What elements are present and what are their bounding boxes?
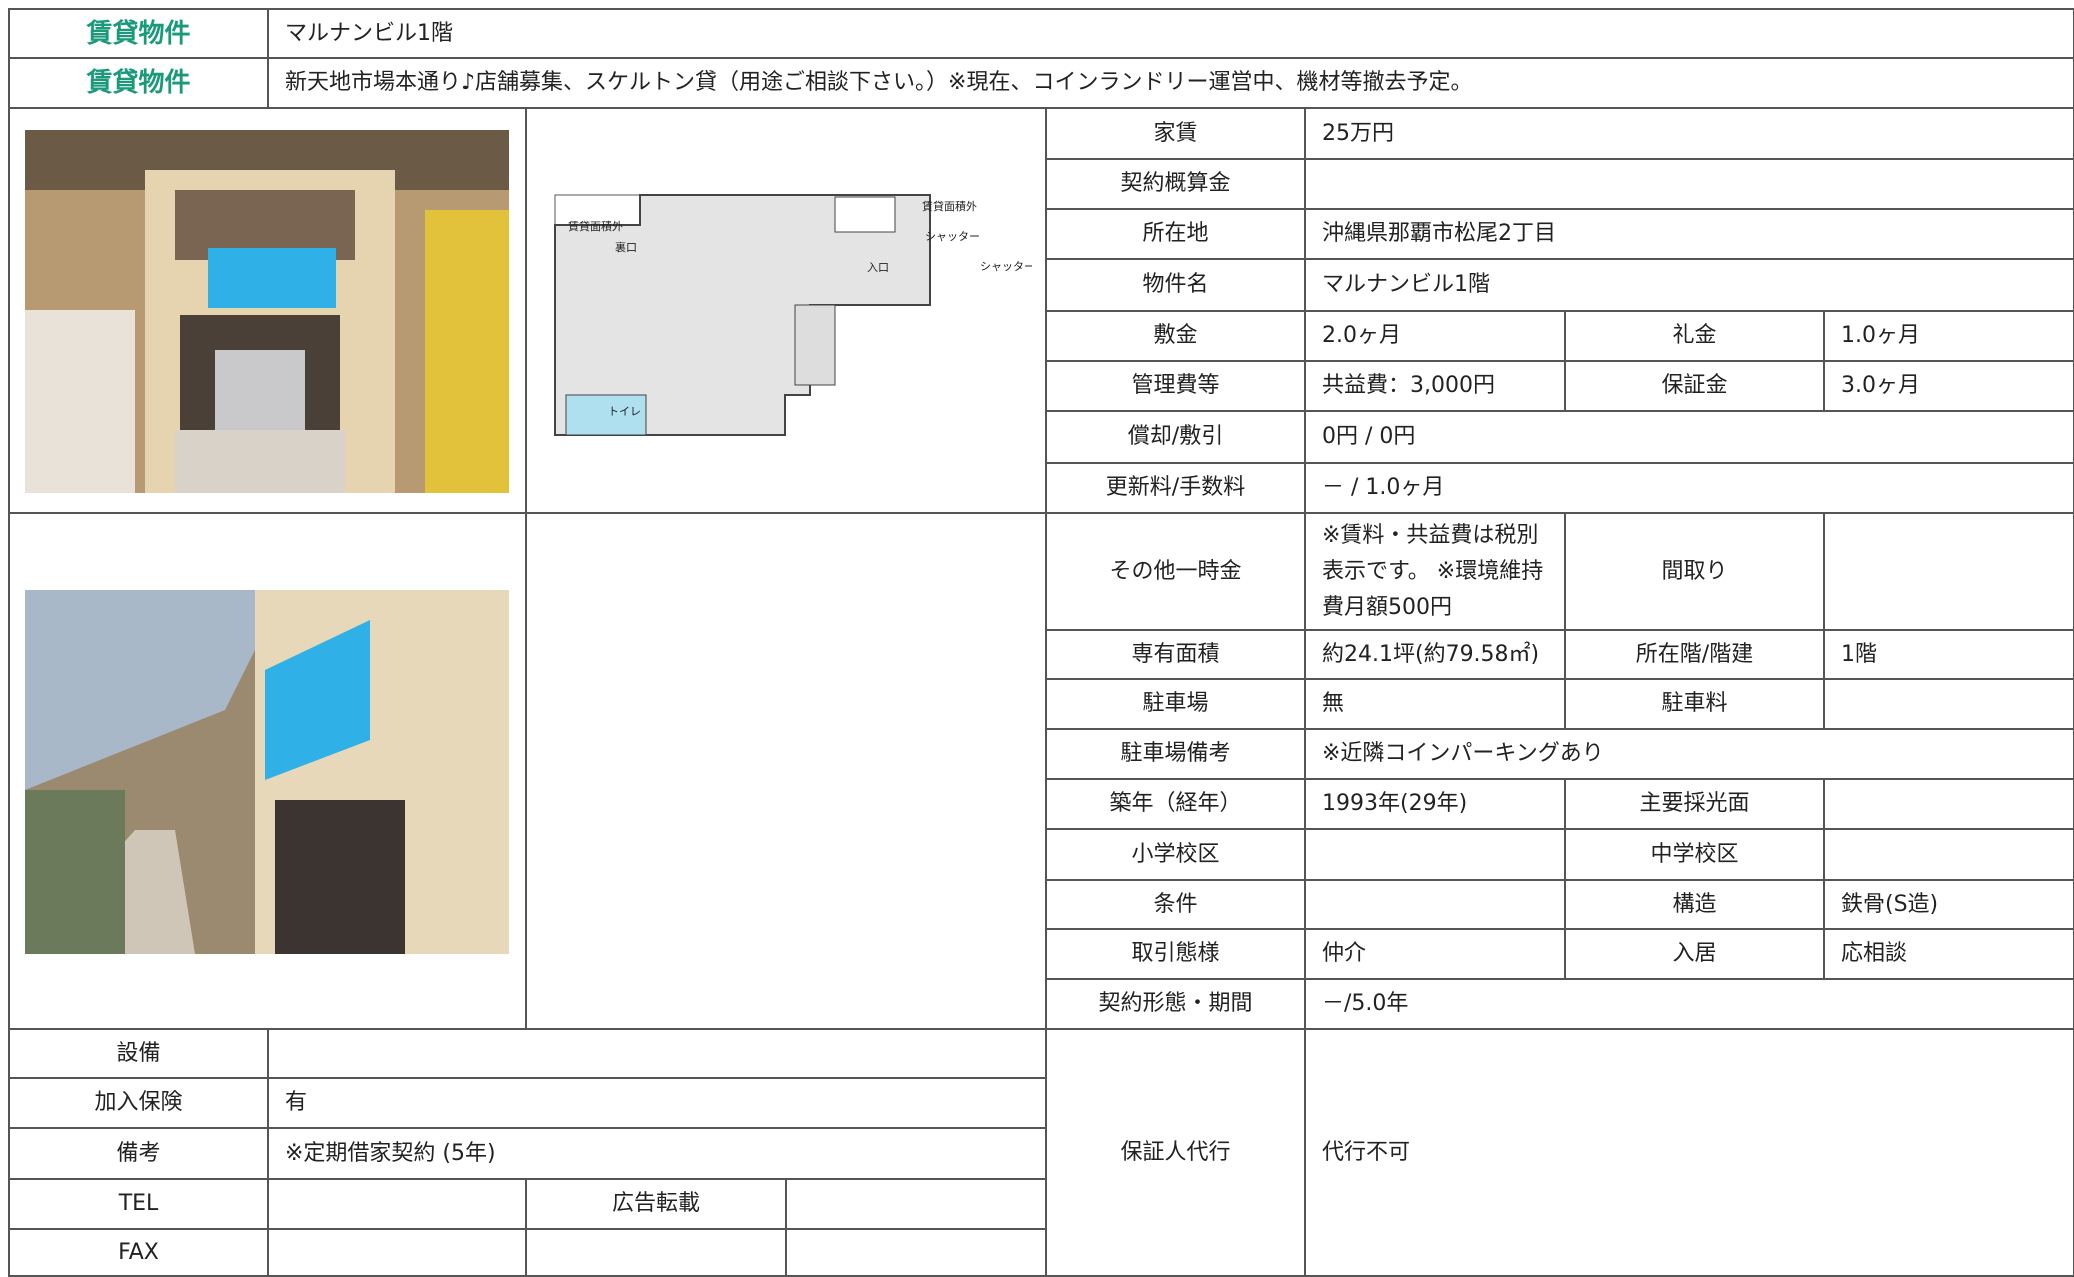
detail-value: － / 1.0ヶ月 <box>1304 462 2074 514</box>
detail-value <box>1823 778 2074 830</box>
detail-value: ※近隣コインパーキングあり <box>1304 728 2074 780</box>
plan-label: シャッター <box>925 230 980 243</box>
extra-value <box>267 1228 527 1277</box>
header-value: マルナンビル1階 <box>267 8 2074 59</box>
detail-value <box>1304 158 2074 210</box>
extra-label: 備考 <box>8 1127 269 1180</box>
plan-label: 賃貸面積外 <box>922 199 977 213</box>
detail-label: 取引態様 <box>1045 928 1306 980</box>
floor-plan: 賃貸面積外 裏口 入口 賃貸面積外 シャッター シャッター トイレ <box>554 194 1032 436</box>
detail-label: 保証金 <box>1564 360 1825 412</box>
detail-label: 更新料/手数料 <box>1045 462 1306 514</box>
detail-label: 小学校区 <box>1045 828 1306 881</box>
detail-label: 所在階/階建 <box>1564 629 1825 680</box>
detail-label: 敷金 <box>1045 310 1306 362</box>
plan-label: 賃貸面積外 <box>568 219 623 233</box>
plan-label: トイレ <box>608 405 641 418</box>
detail-value: 仲介 <box>1304 928 1566 980</box>
detail-value: 1階 <box>1823 629 2074 680</box>
detail-value <box>1304 879 1566 930</box>
detail-label: 駐車場 <box>1045 678 1306 730</box>
detail-value: 無 <box>1304 678 1566 730</box>
detail-label: 物件名 <box>1045 258 1306 312</box>
extra-value: ※定期借家契約 (5年) <box>267 1127 1047 1180</box>
detail-label: 築年（経年） <box>1045 778 1306 830</box>
detail-value: 鉄骨(S造) <box>1823 879 2074 930</box>
detail-value: 代行不可 <box>1304 1028 2074 1277</box>
detail-label: その他一時金 <box>1045 512 1306 631</box>
detail-value <box>1823 512 2074 631</box>
detail-value: 共益費：3,000円 <box>1304 360 1566 412</box>
extra-value <box>267 1028 1047 1079</box>
extra-label: 広告転載 <box>525 1178 787 1230</box>
detail-value: 2.0ヶ月 <box>1304 310 1566 362</box>
detail-value: 沖縄県那覇市松尾2丁目 <box>1304 208 2074 260</box>
detail-label: 管理費等 <box>1045 360 1306 412</box>
plan-label: シャッター <box>980 260 1032 273</box>
detail-value: 0円 / 0円 <box>1304 410 2074 464</box>
detail-value <box>1823 678 2074 730</box>
detail-label: 契約概算金 <box>1045 158 1306 210</box>
detail-label: 償却/敷引 <box>1045 410 1306 464</box>
detail-label: 契約形態・期間 <box>1045 978 1306 1030</box>
detail-label: 礼金 <box>1564 310 1825 362</box>
extra-value <box>267 1178 527 1230</box>
detail-value: 1.0ヶ月 <box>1823 310 2074 362</box>
detail-label: 専有面積 <box>1045 629 1306 680</box>
detail-label: 保証人代行 <box>1045 1028 1306 1277</box>
detail-value <box>1304 828 1566 881</box>
header-label: 賃貸物件 <box>8 8 269 59</box>
extra-value <box>785 1228 1047 1277</box>
detail-value: マルナンビル1階 <box>1304 258 2074 312</box>
detail-label: 条件 <box>1045 879 1306 930</box>
detail-label: 駐車料 <box>1564 678 1825 730</box>
extra-label <box>525 1228 787 1277</box>
detail-label: 駐車場備考 <box>1045 728 1306 780</box>
detail-label: 間取り <box>1564 512 1825 631</box>
photo-storefront <box>25 130 509 493</box>
extra-value: 有 <box>267 1077 1047 1129</box>
detail-value: 1993年(29年) <box>1304 778 1566 830</box>
detail-value: 応相談 <box>1823 928 2074 980</box>
plan-label: 裏口 <box>615 240 637 254</box>
plan-label: 入口 <box>867 261 889 274</box>
extra-label: TEL <box>8 1178 269 1230</box>
extra-label: 加入保険 <box>8 1077 269 1129</box>
header-value: 新天地市場本通り♪店舗募集、スケルトン貸（用途ご相談下さい。）※現在、コインラン… <box>267 57 2074 109</box>
extra-label: FAX <box>8 1228 269 1277</box>
detail-value: 約24.1坪(約79.58㎡) <box>1304 629 1566 680</box>
detail-value: 25万円 <box>1304 107 2074 160</box>
header-label: 賃貸物件 <box>8 57 269 109</box>
detail-value: －/5.0年 <box>1304 978 2074 1030</box>
detail-label: 構造 <box>1564 879 1825 930</box>
photo-arcade <box>25 590 509 954</box>
detail-label: 入居 <box>1564 928 1825 980</box>
detail-label: 中学校区 <box>1564 828 1825 881</box>
detail-label: 主要採光面 <box>1564 778 1825 830</box>
detail-value <box>1823 828 2074 881</box>
extra-label: 設備 <box>8 1028 269 1079</box>
empty-cell <box>525 512 1047 1030</box>
detail-value: ※賃料・共益費は税別表示です。 ※環境維持費月額500円 <box>1304 512 1566 631</box>
extra-value <box>785 1178 1047 1230</box>
detail-value: 3.0ヶ月 <box>1823 360 2074 412</box>
detail-label: 所在地 <box>1045 208 1306 260</box>
detail-label: 家賃 <box>1045 107 1306 160</box>
